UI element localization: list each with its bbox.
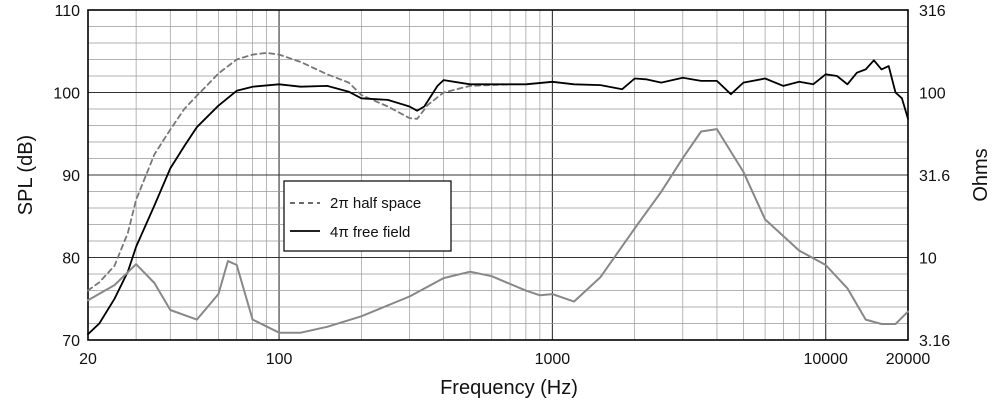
- chart-curves: [87, 52, 909, 336]
- plot-frame: [87, 9, 909, 341]
- chart-grid: [87, 9, 909, 341]
- y2-tick-label: 316: [919, 3, 946, 20]
- x-tick-label: 20000: [886, 351, 931, 368]
- legend: 2π half space 4π free field: [283, 180, 452, 252]
- y2-axis-title: Ohms: [970, 148, 992, 201]
- y2-tick-label: 3.16: [919, 333, 950, 350]
- y-tick-label: 100: [53, 86, 80, 103]
- y2-tick-label: 100: [919, 85, 946, 102]
- series-line-free-field: [87, 59, 909, 336]
- legend-box: [283, 180, 452, 252]
- series-line-half-space: [87, 52, 511, 292]
- x-tick-label: 1000: [535, 351, 571, 368]
- series-line-impedance: [87, 128, 909, 334]
- y-tick-label: 80: [62, 251, 80, 268]
- y-tick-label: 110: [54, 3, 80, 20]
- x-axis-title: Frequency (Hz): [440, 377, 578, 399]
- legend-label-half-space: 2π half space: [330, 195, 421, 212]
- y-tick-label: 90: [62, 168, 80, 185]
- x-tick-label: 20: [79, 351, 97, 368]
- y-tick-label: 70: [62, 333, 80, 350]
- y2-tick-label: 31.6: [919, 168, 950, 185]
- chart-ticks: 20 100 1000 10000 20000 70 80 90 100 110 3.16 10 31.…: [53, 3, 950, 368]
- x-tick-label: 100: [266, 351, 293, 368]
- legend-label-free-field: 4π free field: [330, 224, 410, 241]
- y2-tick-label: 10: [919, 250, 937, 267]
- x-tick-label: 10000: [803, 351, 848, 368]
- y-axis-title: SPL (dB): [15, 135, 37, 215]
